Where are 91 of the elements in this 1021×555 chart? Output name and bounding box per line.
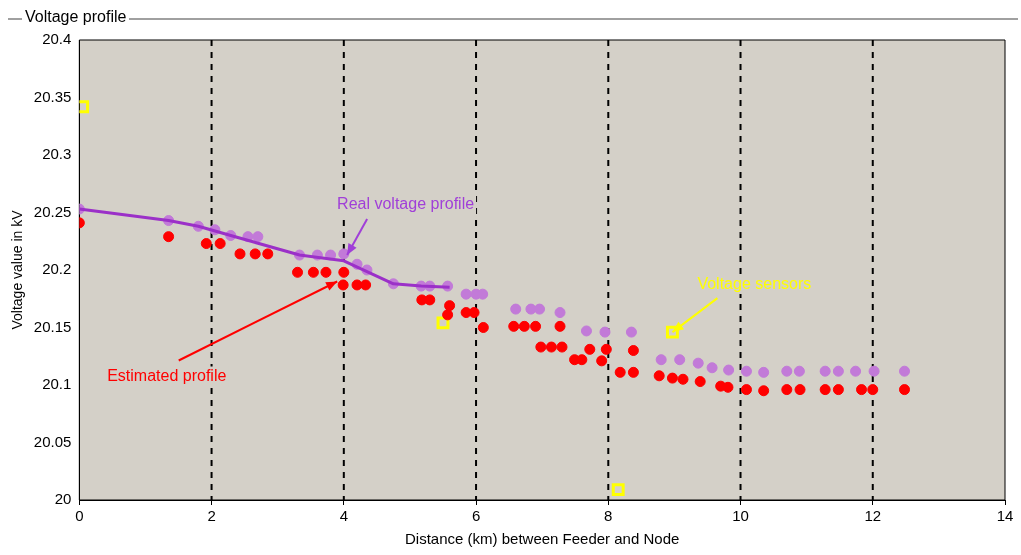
point <box>234 248 246 260</box>
point <box>444 300 456 312</box>
point <box>819 384 831 396</box>
point <box>819 365 831 377</box>
point <box>337 279 349 291</box>
point <box>584 343 596 355</box>
point <box>518 320 530 332</box>
point <box>292 266 304 278</box>
point <box>249 248 261 260</box>
point <box>611 483 625 497</box>
y-tick-label: 20 <box>54 490 72 508</box>
x-tick-label: 4 <box>339 507 348 525</box>
point <box>793 365 805 377</box>
point <box>477 322 489 333</box>
point <box>554 320 566 332</box>
point <box>867 384 879 396</box>
annotation: Voltage sensors <box>697 274 812 292</box>
point <box>723 364 735 376</box>
point <box>850 365 862 377</box>
point <box>794 384 806 396</box>
point <box>722 381 734 393</box>
point <box>510 303 522 315</box>
point <box>545 341 557 353</box>
chart-title: Voltage profile <box>22 8 130 26</box>
point <box>508 320 520 332</box>
point <box>530 320 542 332</box>
point <box>599 326 611 338</box>
point <box>556 341 568 353</box>
y-tick-label: 20.15 <box>33 317 72 335</box>
point <box>706 362 718 374</box>
y-tick-label: 20.4 <box>42 30 72 48</box>
point <box>625 326 637 338</box>
point <box>534 303 546 315</box>
point <box>868 365 880 377</box>
point <box>758 385 770 397</box>
y-tick-label: 20.35 <box>33 87 72 105</box>
point <box>596 355 608 367</box>
point <box>262 248 274 260</box>
annotation: Real voltage profile <box>337 195 475 213</box>
point <box>200 238 212 250</box>
x-axis-title: Distance (km) between Feeder and Node <box>405 530 680 548</box>
x-tick-label: 14 <box>996 507 1014 525</box>
point <box>758 366 770 378</box>
point <box>627 366 639 378</box>
point <box>899 365 910 377</box>
point <box>320 266 332 278</box>
y-axis-title: Voltage value in kV <box>9 209 26 330</box>
point <box>535 341 547 353</box>
x-tick-label: 6 <box>471 507 481 525</box>
point <box>627 345 639 356</box>
point <box>674 354 686 366</box>
x-tick-label: 12 <box>864 507 882 525</box>
point <box>832 365 844 377</box>
x-tick-label: 2 <box>207 507 216 525</box>
annotation: Estimated profile <box>107 366 227 384</box>
y-tick-label: 20.1 <box>42 375 72 393</box>
point <box>666 372 678 384</box>
point <box>781 384 793 396</box>
point <box>655 354 667 366</box>
point <box>899 384 910 396</box>
point <box>424 294 436 306</box>
y-tick-label: 20.05 <box>33 432 72 450</box>
point <box>580 325 592 337</box>
y-tick-label: 20.3 <box>42 145 72 163</box>
point <box>163 231 175 243</box>
point <box>614 366 626 378</box>
point <box>677 373 689 385</box>
point <box>436 316 450 330</box>
point <box>856 384 868 396</box>
point <box>665 325 679 339</box>
point <box>692 357 704 369</box>
point <box>832 384 844 396</box>
point <box>740 365 752 377</box>
point <box>554 307 566 319</box>
point <box>653 370 665 382</box>
point <box>338 266 350 278</box>
y-tick-label: 20.25 <box>33 202 72 220</box>
point <box>781 365 793 377</box>
point <box>307 266 319 278</box>
x-tick-label: 0 <box>75 507 84 525</box>
point <box>360 279 372 291</box>
point <box>252 231 264 243</box>
y-tick-label: 20.2 <box>42 260 72 278</box>
point <box>694 376 706 388</box>
x-tick-label: 8 <box>604 507 613 525</box>
point <box>214 238 226 250</box>
point <box>740 384 752 396</box>
point <box>442 309 454 321</box>
point <box>460 288 472 300</box>
point <box>600 343 612 355</box>
x-tick-label: 10 <box>732 507 749 525</box>
